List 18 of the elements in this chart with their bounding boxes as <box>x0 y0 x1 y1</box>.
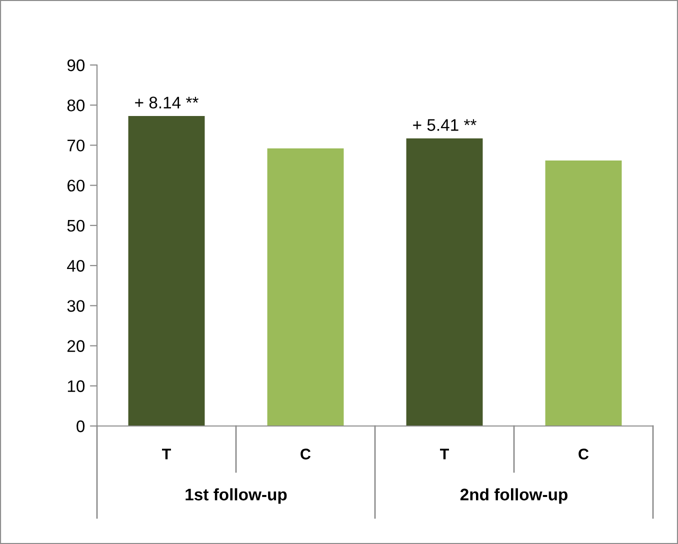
x-tick-label: T <box>440 448 450 460</box>
x-tick-label: C <box>300 448 311 460</box>
x-tick-label: T <box>162 448 172 460</box>
annotation: + 8.14 ** <box>135 96 198 108</box>
y-tick-label: 60 <box>68 180 85 192</box>
y-tick-label: 50 <box>67 220 85 232</box>
y-tick-label: 30 <box>67 300 85 312</box>
y-tick-label: 0 <box>76 420 85 432</box>
y-tick-label: 10 <box>68 380 85 392</box>
y-tick-label: 90 <box>67 59 85 72</box>
text: 2nd follow-up <box>460 488 568 504</box>
x-tick-label: C <box>578 448 589 460</box>
y-tick-label: 20 <box>67 340 85 352</box>
text: 1st follow-up <box>186 488 287 504</box>
y-tick-label: 70 <box>68 140 85 152</box>
y-tick-label: 80 <box>67 100 85 112</box>
y-tick-label: 40 <box>67 260 85 272</box>
annotation: + 5.41 ** <box>413 119 476 131</box>
